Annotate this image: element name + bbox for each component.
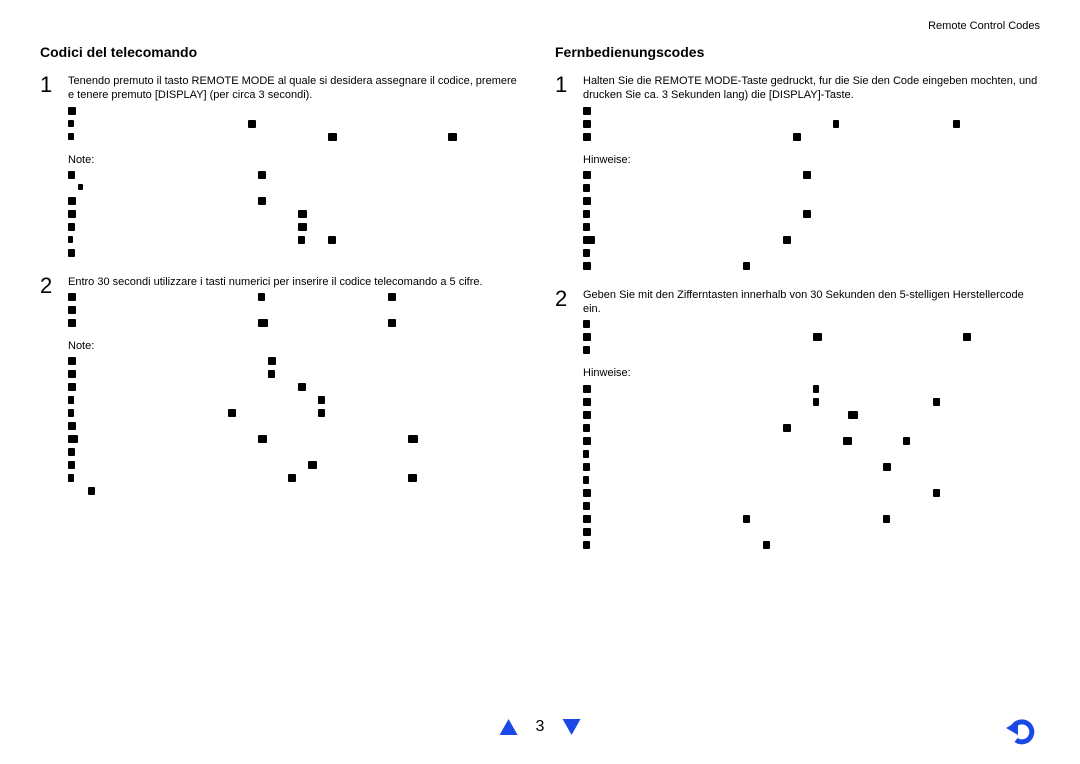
left-title: Codici del telecomando [40, 44, 525, 60]
garble-block [583, 385, 1040, 553]
step-number: 1 [40, 74, 68, 269]
note-label: Hinweise: [583, 153, 1040, 167]
step-text: Tenendo premuto il tasto REMOTE MODE al … [68, 74, 525, 103]
right-step-1: 1 Halten Sie die REMOTE MODE-Taste gedru… [555, 74, 1040, 282]
note-label: Note: [68, 339, 525, 353]
note-label: Hinweise: [583, 366, 1040, 380]
step-body: Tenendo premuto il tasto REMOTE MODE al … [68, 74, 525, 269]
back-icon[interactable] [1006, 718, 1040, 746]
footer: 3 [0, 718, 1080, 746]
garble-block [583, 171, 1040, 274]
left-step-2: 2 Entro 30 secondi utilizzare i tasti nu… [40, 275, 525, 508]
step-number: 1 [555, 74, 583, 282]
garble-block [68, 357, 525, 499]
step-text: Halten Sie die REMOTE MODE-Taste gedruck… [583, 74, 1040, 103]
garble-block [583, 107, 1040, 145]
note-label: Note: [68, 153, 525, 167]
right-title: Fernbedienungscodes [555, 44, 1040, 60]
garble-block [583, 320, 1040, 358]
garble-block [68, 293, 525, 331]
step-number: 2 [40, 275, 68, 508]
page-up-icon[interactable] [500, 719, 518, 735]
step-body: Entro 30 secondi utilizzare i tasti nume… [68, 275, 525, 508]
left-step-1: 1 Tenendo premuto il tasto REMOTE MODE a… [40, 74, 525, 269]
page-down-icon[interactable] [562, 719, 580, 735]
right-column: Fernbedienungscodes 1 Halten Sie die REM… [555, 44, 1040, 567]
step-text: Geben Sie mit den Zifferntasten innerhal… [583, 288, 1040, 317]
header-label: Remote Control Codes [928, 20, 1040, 32]
garble-block [68, 107, 525, 145]
step-body: Halten Sie die REMOTE MODE-Taste gedruck… [583, 74, 1040, 282]
page-number: 3 [536, 718, 545, 736]
step-number: 2 [555, 288, 583, 561]
garble-block [68, 171, 525, 261]
step-body: Geben Sie mit den Zifferntasten innerhal… [583, 288, 1040, 561]
content-columns: Codici del telecomando 1 Tenendo premuto… [40, 44, 1040, 567]
page-nav: 3 [500, 718, 581, 736]
left-column: Codici del telecomando 1 Tenendo premuto… [40, 44, 525, 567]
right-step-2: 2 Geben Sie mit den Zifferntasten innerh… [555, 288, 1040, 561]
step-text: Entro 30 secondi utilizzare i tasti nume… [68, 275, 525, 289]
